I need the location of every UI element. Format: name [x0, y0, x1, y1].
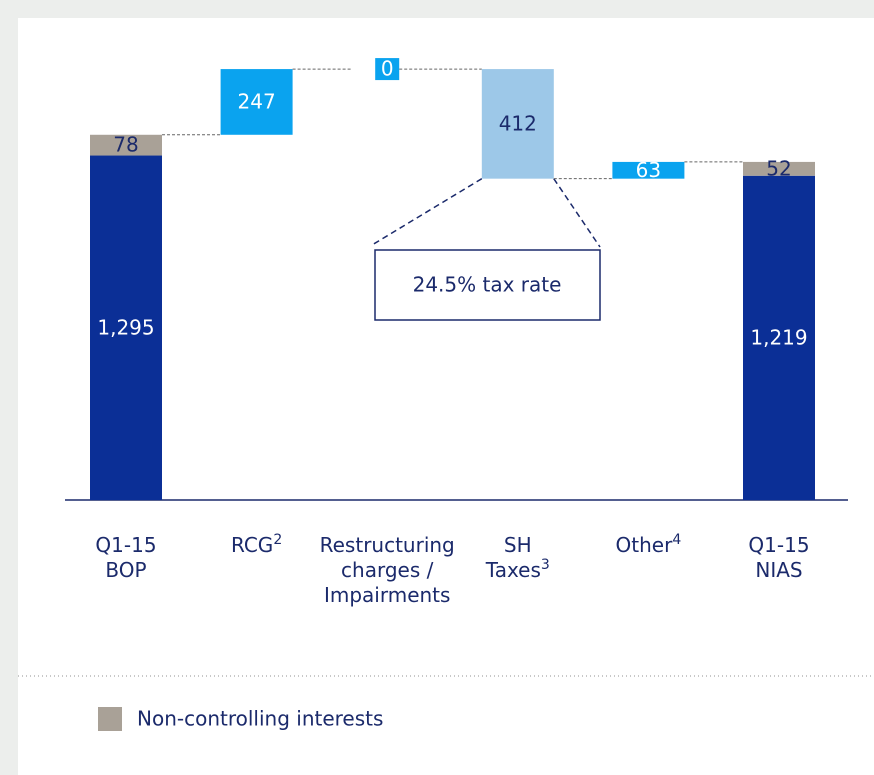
bar — [375, 58, 400, 81]
category-label: Restructuring — [320, 533, 455, 557]
bar — [220, 69, 293, 135]
nci-label: 78 — [113, 133, 138, 157]
category-line: BOP — [105, 558, 146, 582]
bar — [612, 161, 685, 179]
callout-line — [553, 178, 601, 248]
callout-box — [374, 249, 601, 321]
category-line: Impairments — [324, 583, 450, 607]
category-line: RCG — [231, 533, 273, 557]
value-label: 1,295 — [97, 315, 154, 339]
category-line: SH — [504, 533, 532, 557]
category-label: Q1-15 — [95, 533, 156, 557]
category-label: charges / — [341, 558, 434, 582]
legend-swatch — [98, 707, 122, 731]
legend-label: Non-controlling interests — [137, 707, 383, 731]
value-label: 412 — [499, 111, 537, 135]
bar — [481, 69, 554, 179]
category-line: Q1-15 — [95, 533, 156, 557]
bar — [743, 175, 815, 500]
category-label: BOP — [105, 558, 146, 582]
category-label: SH — [504, 533, 532, 557]
category-line: Taxes — [485, 558, 541, 582]
category-line: NIAS — [755, 558, 802, 582]
footnote: 3 — [541, 557, 550, 573]
category-line: charges / — [341, 558, 434, 582]
nci-label: 52 — [766, 156, 791, 180]
category-label: Q1-15 — [748, 533, 809, 557]
footnote: 2 — [273, 532, 282, 548]
annotation: 24.5% tax rate — [413, 273, 562, 297]
category-label: Impairments — [324, 583, 450, 607]
category-label: Taxes3 — [485, 557, 550, 582]
category-label: RCG2 — [231, 532, 282, 557]
category-label: Other4 — [616, 532, 682, 557]
category-line: Other — [616, 533, 674, 557]
value-label: 247 — [238, 89, 276, 113]
category-line: Q1-15 — [748, 533, 809, 557]
value-label: 63 — [636, 158, 661, 182]
category-label: NIAS — [755, 558, 802, 582]
bar — [90, 155, 162, 500]
footnote: 4 — [672, 532, 681, 548]
nci-bar — [90, 134, 162, 156]
value-label: 1,219 — [750, 325, 807, 349]
nci-bar — [743, 161, 815, 176]
value-label: 0 — [381, 57, 394, 81]
category-line: Restructuring — [320, 533, 455, 557]
callout-line — [371, 178, 483, 246]
